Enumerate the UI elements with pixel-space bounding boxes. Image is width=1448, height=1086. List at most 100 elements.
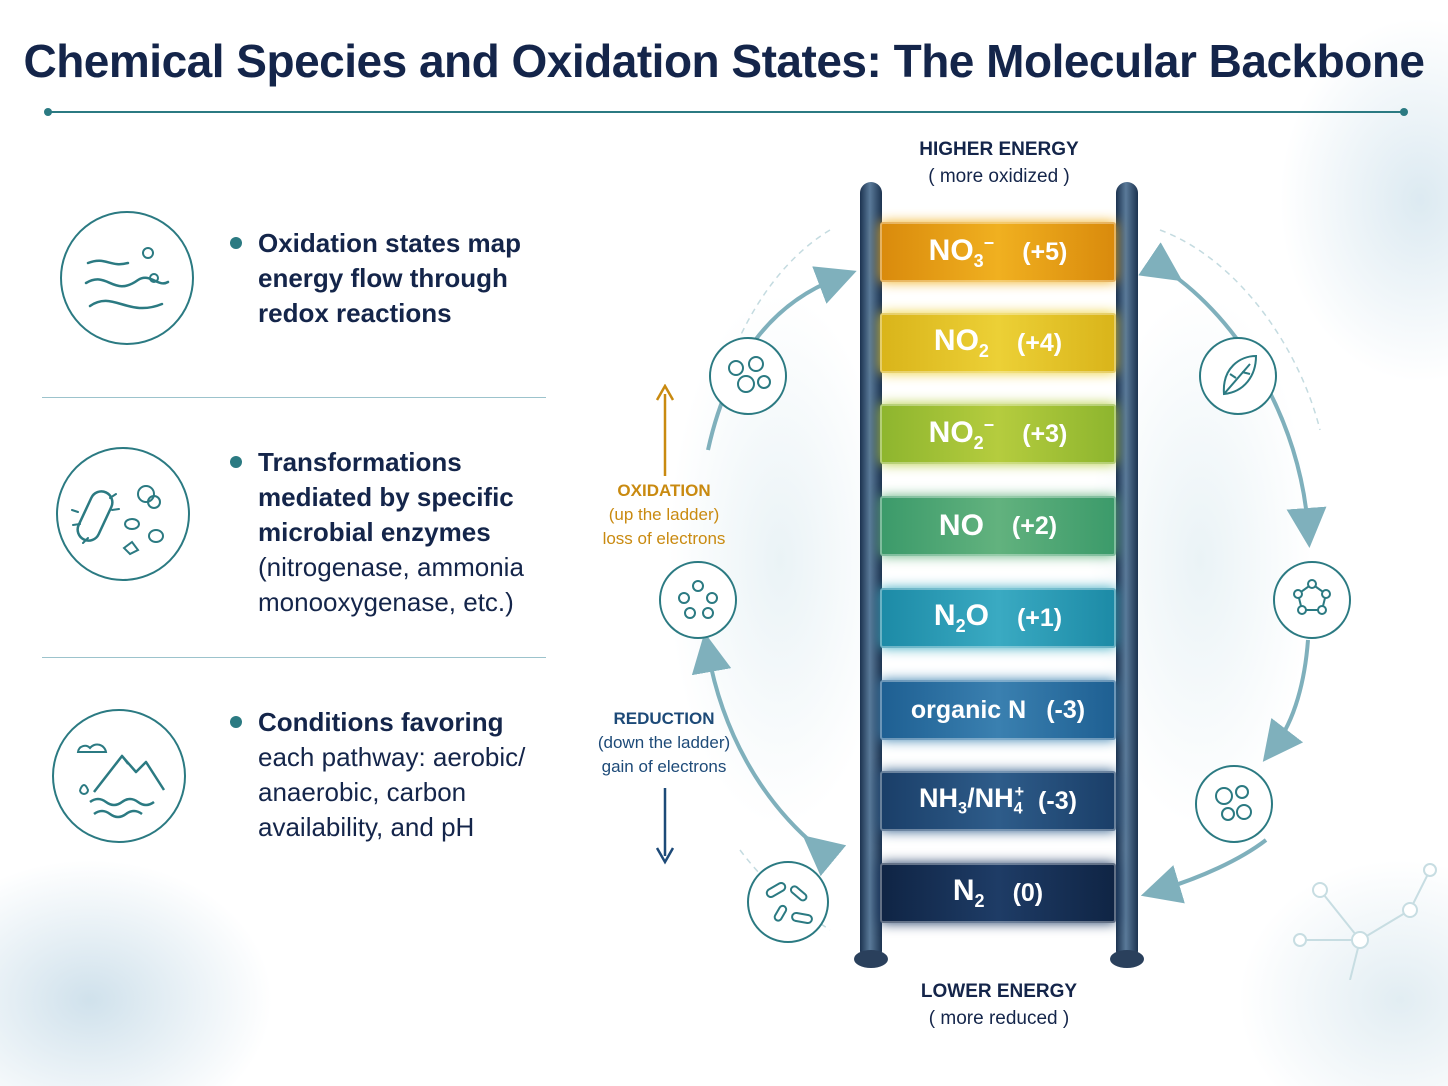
page-title: Chemical Species and Oxidation States: T… [23, 35, 1425, 87]
rung-oxidation-state: (0) [1012, 878, 1044, 907]
species-base: N [952, 874, 975, 907]
species-base: NO [938, 509, 984, 542]
bullet-conditions: Conditions favoring each pathway: aerobi… [230, 705, 550, 845]
species-sub: 3 [973, 250, 984, 271]
cycle-arrow [1140, 838, 1268, 904]
oxidation-arrow-icon [655, 384, 675, 476]
cycle-graphics [659, 229, 1437, 980]
molecule-network-decor [1293, 863, 1437, 980]
rung-dinitrogen: N2 (0) [880, 863, 1116, 923]
landscape-icon [52, 709, 186, 843]
rung-oxidation-state: (+1) [1016, 603, 1063, 632]
species-base: NO [928, 233, 974, 267]
rung-nitrite: NO2− (+3) [880, 404, 1116, 464]
bullet-line: energy flow through [258, 263, 508, 293]
reduction-arrow-icon [655, 788, 675, 865]
river-icon [60, 211, 194, 345]
bullet-dot [230, 456, 242, 468]
oxidation-line2: loss of electrons [602, 529, 726, 548]
bullet-line: each pathway: aerobic/ [258, 742, 526, 772]
title-rule [44, 108, 1408, 116]
cycle-arrow [1262, 639, 1310, 762]
leaf-icon [1199, 337, 1277, 415]
species-sup: − [983, 414, 995, 435]
cells-icon [709, 337, 787, 415]
bullet-line: Transformations [258, 447, 462, 477]
bullet-line: redox reactions [258, 298, 452, 328]
rung-nitrous-oxide: N2O (+1) [880, 588, 1116, 648]
rung-oxidation-state: (-3) [1038, 786, 1077, 815]
bullet-dot [230, 237, 242, 249]
species-base: NH [919, 783, 959, 814]
rung-species: NO [939, 509, 984, 543]
more-reduced-label: ( more reduced ) [928, 1008, 1070, 1029]
bullet-line: mediated by specific [258, 482, 514, 512]
ladder-rail-right [1116, 182, 1138, 962]
oxidation-line1: (up the ladder) [608, 505, 720, 524]
bullet-line: (nitrogenase, ammonia [258, 552, 524, 582]
bacteria-icon [747, 861, 829, 943]
species-base: N [933, 599, 956, 632]
lower-energy-label: LOWER ENERGY [920, 981, 1078, 1002]
rung-species: NO3− [929, 233, 995, 272]
rung-oxidation-state: (+2) [1011, 511, 1058, 540]
species-sub: 2 [973, 432, 984, 453]
species-sub: 2 [974, 891, 985, 911]
bullet-line: Oxidation states map [258, 228, 521, 258]
molecule-cluster-icon [659, 561, 737, 639]
rung-species: NH3/NH4+ [919, 783, 1024, 818]
rung-nitrate: NO3− (+5) [880, 222, 1116, 282]
rung-nitric-oxide: NO (+2) [880, 496, 1116, 556]
rung-species: NO2 [934, 324, 989, 362]
ladder-bottom-label: LOWER ENERGY ( more reduced ) [869, 978, 1129, 1032]
cycle-arrow [691, 632, 847, 877]
rung-oxidation-state: (+3) [1022, 419, 1068, 448]
cells-icon [1195, 765, 1273, 843]
rung-ammonia-ammonium: NH3/NH4+ (-3) [880, 771, 1116, 831]
reduction-line1: (down the ladder) [597, 733, 731, 752]
species-base: NO [928, 415, 974, 449]
species-tail: /NH [967, 783, 1014, 814]
species-sub: 2 [978, 341, 989, 361]
higher-energy-label: HIGHER ENERGY [919, 139, 1079, 160]
ladder-top-label: HIGHER ENERGY ( more oxidized ) [869, 136, 1129, 190]
divider [42, 657, 546, 658]
rung-species: N2 [953, 874, 985, 912]
rung-oxidation-state: (-3) [1046, 695, 1086, 724]
molecule-ring-icon [1273, 561, 1351, 639]
oxidation-title: OXIDATION [617, 481, 711, 500]
rung-species: organic N [911, 696, 1026, 725]
species-base: NO [933, 324, 979, 357]
bullet-dot [230, 716, 242, 728]
reduction-line2: gain of electrons [601, 757, 727, 776]
bullet-energy-flow: Oxidation states map energy flow through… [230, 226, 550, 331]
ladder-rail-left [860, 182, 882, 962]
bullet-microbial-enzymes: Transformations mediated by specific mic… [230, 445, 550, 620]
species-sub: 3 [958, 799, 968, 818]
rung-species: N2O [934, 599, 989, 637]
microbe-icon [56, 447, 190, 581]
species-tail: O [965, 599, 989, 632]
rung-nitrogen-dioxide: NO2 (+4) [880, 313, 1116, 373]
reduction-label: REDUCTION (down the ladder) gain of elec… [574, 707, 754, 779]
species-sub: 2 [955, 616, 966, 636]
bullet-line: monooxygenase, etc.) [258, 587, 514, 617]
reduction-title: REDUCTION [613, 709, 715, 728]
bullet-line: microbial enzymes [258, 517, 491, 547]
rung-organic-n: organic N (-3) [880, 680, 1116, 740]
bullet-line: Conditions favoring [258, 707, 504, 737]
species-sup: − [983, 232, 995, 253]
rung-oxidation-state: (+4) [1016, 328, 1063, 357]
rung-oxidation-state: (+5) [1022, 237, 1068, 266]
rung-species: NO2− [929, 415, 995, 454]
oxidation-label: OXIDATION (up the ladder) loss of electr… [574, 479, 754, 551]
ladder-foot-left [854, 950, 888, 968]
bullet-line: anaerobic, carbon [258, 777, 467, 807]
divider [42, 397, 546, 398]
more-oxidized-label: ( more oxidized ) [928, 166, 1070, 187]
species-sup: + [1014, 783, 1025, 802]
species-sub: 4 [1013, 799, 1023, 818]
ladder-foot-right [1110, 950, 1144, 968]
bullet-line: availability, and pH [258, 812, 475, 842]
cycle-arrow [706, 266, 857, 451]
